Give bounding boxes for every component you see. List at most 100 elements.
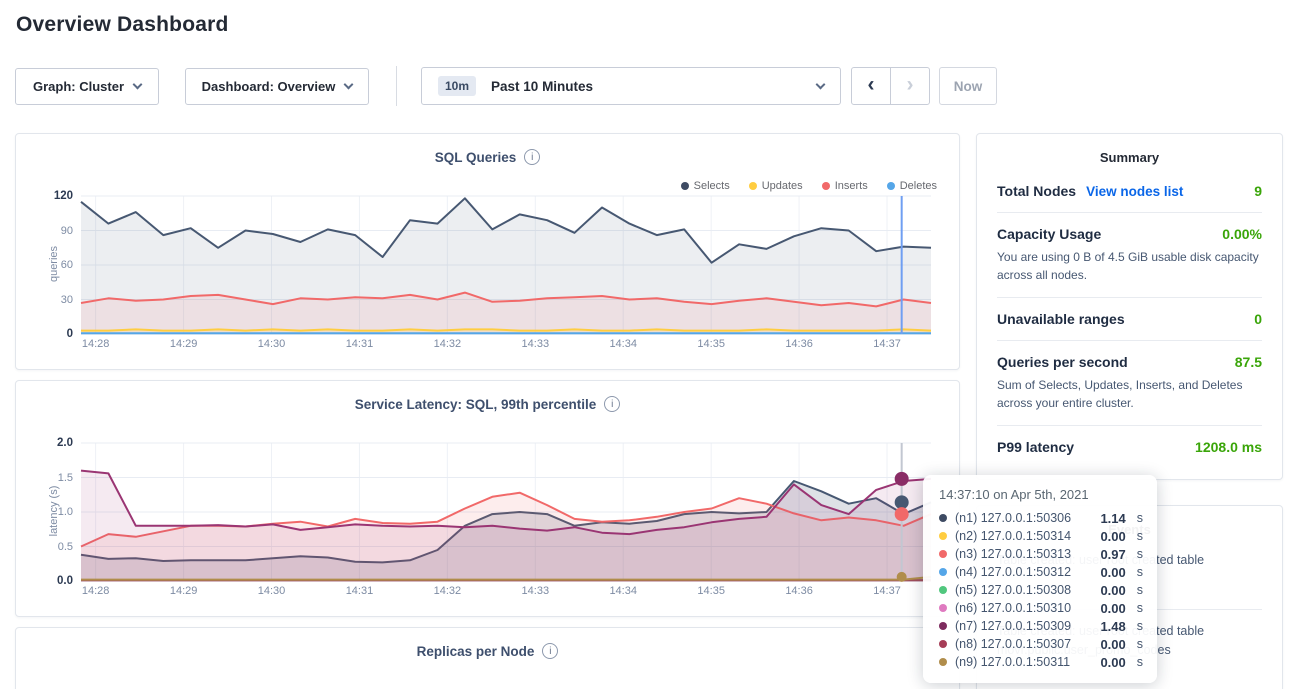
tooltip-node-address: (n5) 127.0.0.1:50308 xyxy=(955,583,1072,597)
x-axis-tick: 14:28 xyxy=(81,585,110,597)
tooltip-timestamp: 14:37:10 on Apr 5th, 2021 xyxy=(939,487,1089,502)
tooltip-node-address: (n7) 127.0.0.1:50309 xyxy=(955,619,1072,633)
tooltip-node-address: (n3) 127.0.0.1:50313 xyxy=(955,547,1072,561)
summary-row-value: 0 xyxy=(1254,311,1262,327)
y-axis-label: queries xyxy=(48,245,60,283)
node-color-dot-icon xyxy=(939,532,947,540)
legend-dot-icon xyxy=(748,182,757,190)
service-latency-chart-plot[interactable] xyxy=(80,442,932,582)
dashboard-dropdown[interactable]: Dashboard: Overview xyxy=(185,68,369,105)
x-axis-tick: 14:33 xyxy=(521,585,550,597)
summary-row-header: Total Nodes View nodes list 9 xyxy=(997,183,1262,199)
tooltip-node-value: 0.00 xyxy=(1100,564,1126,580)
summary-panel: Summary Total Nodes View nodes list 9 Capac… xyxy=(976,133,1283,480)
y-axis-tick: 90 xyxy=(60,224,73,237)
dashboard-dropdown-label: Dashboard: Overview xyxy=(201,79,336,94)
legend-label: Inserts xyxy=(834,180,868,192)
x-axis-tick: 14:34 xyxy=(609,585,637,597)
tooltip-node-address: (n6) 127.0.0.1:50310 xyxy=(955,601,1072,615)
sql-queries-chart-title: SQL Queries xyxy=(434,149,517,165)
chart-hover-tooltip: 14:37:10 on Apr 5th, 2021 (n1) 127.0.0.1… xyxy=(923,475,1157,683)
x-axis-tick: 14:36 xyxy=(785,585,813,597)
node-color-dot-icon xyxy=(939,514,947,522)
summary-row: Capacity Usage 0.00% You are using 0 B of … xyxy=(997,226,1262,284)
summary-row-description: You are using 0 B of 4.5 GiB usable disk… xyxy=(997,250,1259,282)
legend-item-updates[interactable]: Updates xyxy=(748,180,803,192)
x-axis-tick: 14:30 xyxy=(257,585,286,597)
service-latency-chart-card: Service Latency: SQL, 99th percentile i … xyxy=(15,380,960,617)
tooltip-node-unit: s xyxy=(1136,547,1143,561)
node-color-dot-icon xyxy=(939,604,947,612)
tooltip-node-row: (n3) 127.0.0.1:50313 0.97 s xyxy=(939,545,1143,563)
chevron-down-icon xyxy=(132,79,143,90)
time-prev-button[interactable]: ‹ xyxy=(851,67,891,105)
tooltip-node-address: (n1) 127.0.0.1:50306 xyxy=(955,511,1072,525)
tooltip-node-value: 1.14 xyxy=(1100,510,1126,526)
graph-dropdown[interactable]: Graph: Cluster xyxy=(15,68,159,105)
time-range-dropdown[interactable]: 10m Past 10 Minutes xyxy=(421,67,841,105)
tooltip-node-unit: s xyxy=(1136,529,1143,543)
view-nodes-link[interactable]: View nodes list xyxy=(1086,184,1184,199)
tooltip-node-value: 0.00 xyxy=(1100,582,1126,598)
x-axis-tick: 14:32 xyxy=(433,585,462,597)
legend-label: Updates xyxy=(761,180,803,192)
time-range-label: Past 10 Minutes xyxy=(491,78,594,94)
x-axis-tick: 14:35 xyxy=(697,338,725,350)
legend-dot-icon xyxy=(886,182,895,190)
series-(n9) 127.0.0.1:50311 xyxy=(81,575,932,581)
node-color-dot-icon xyxy=(939,550,947,558)
node-color-dot-icon xyxy=(939,640,947,648)
page-title: Overview Dashboard xyxy=(16,13,229,36)
summary-panel-title: Summary xyxy=(1099,150,1160,165)
summary-row: Queries per second 87.5 Sum of Selects, Up… xyxy=(997,354,1262,412)
info-icon[interactable]: i xyxy=(524,149,541,165)
summary-row-header: P99 latency 1208.0 ms xyxy=(997,439,1262,455)
x-axis-tick: 14:33 xyxy=(521,338,550,350)
x-axis-tick: 14:30 xyxy=(257,338,286,350)
node-color-dot-icon xyxy=(939,586,947,594)
node-color-dot-icon xyxy=(939,622,947,630)
charts-column: SQL Queries i Selects Updates Inserts Delet… xyxy=(15,133,960,689)
summary-divider xyxy=(997,340,1262,341)
summary-divider xyxy=(997,297,1262,298)
service-latency-chart-title: Service Latency: SQL, 99th percentile xyxy=(354,396,597,412)
legend-item-deletes[interactable]: Deletes xyxy=(886,180,937,192)
summary-row: P99 latency 1208.0 ms xyxy=(997,439,1262,455)
replicas-chart-title: Replicas per Node xyxy=(416,643,535,659)
tooltip-node-address: (n2) 127.0.0.1:50314 xyxy=(955,529,1072,543)
y-axis-tick: 2.0 xyxy=(57,437,73,449)
tooltip-node-address: (n8) 127.0.0.1:50307 xyxy=(955,637,1072,651)
tooltip-node-unit: s xyxy=(1136,583,1143,597)
tooltip-node-row: (n7) 127.0.0.1:50309 1.48 s xyxy=(939,617,1143,635)
controls-divider xyxy=(396,66,397,106)
chevron-down-icon xyxy=(343,79,354,90)
summary-row-value: 9 xyxy=(1254,183,1262,199)
summary-row-header: Capacity Usage 0.00% xyxy=(997,226,1262,242)
x-axis-tick: 14:28 xyxy=(81,338,110,350)
x-axis-tick: 14:29 xyxy=(169,585,198,597)
tooltip-node-unit: s xyxy=(1136,655,1143,669)
y-axis-label: latency (s) xyxy=(48,485,60,537)
sql-queries-chart-card: SQL Queries i Selects Updates Inserts Delet… xyxy=(15,133,960,370)
y-axis-tick: 0.5 xyxy=(57,540,73,553)
tooltip-node-value: 0.00 xyxy=(1100,528,1126,544)
tooltip-node-value: 0.00 xyxy=(1100,654,1126,670)
x-axis-tick: 14:35 xyxy=(697,585,725,597)
legend-dot-icon xyxy=(821,182,830,190)
sql-queries-chart-plot[interactable] xyxy=(80,195,932,335)
x-axis-tick: 14:31 xyxy=(345,338,374,350)
y-axis-tick: 120 xyxy=(53,190,73,202)
legend-item-selects[interactable]: Selects xyxy=(680,180,730,192)
summary-row: Unavailable ranges 0 xyxy=(997,311,1262,327)
tooltip-node-unit: s xyxy=(1136,565,1143,579)
summary-row-value: 0.00% xyxy=(1222,226,1262,242)
graph-dropdown-label: Graph: Cluster xyxy=(32,79,124,94)
tooltip-node-row: (n1) 127.0.0.1:50306 1.14 s xyxy=(939,509,1143,527)
tooltip-node-row: (n6) 127.0.0.1:50310 0.00 s xyxy=(939,599,1143,617)
legend-item-inserts[interactable]: Inserts xyxy=(821,180,868,192)
summary-row-label: Capacity Usage xyxy=(997,226,1102,242)
series-Updates xyxy=(81,328,932,332)
info-icon[interactable]: i xyxy=(542,643,559,659)
info-icon[interactable]: i xyxy=(604,396,621,412)
summary-divider xyxy=(997,425,1262,426)
